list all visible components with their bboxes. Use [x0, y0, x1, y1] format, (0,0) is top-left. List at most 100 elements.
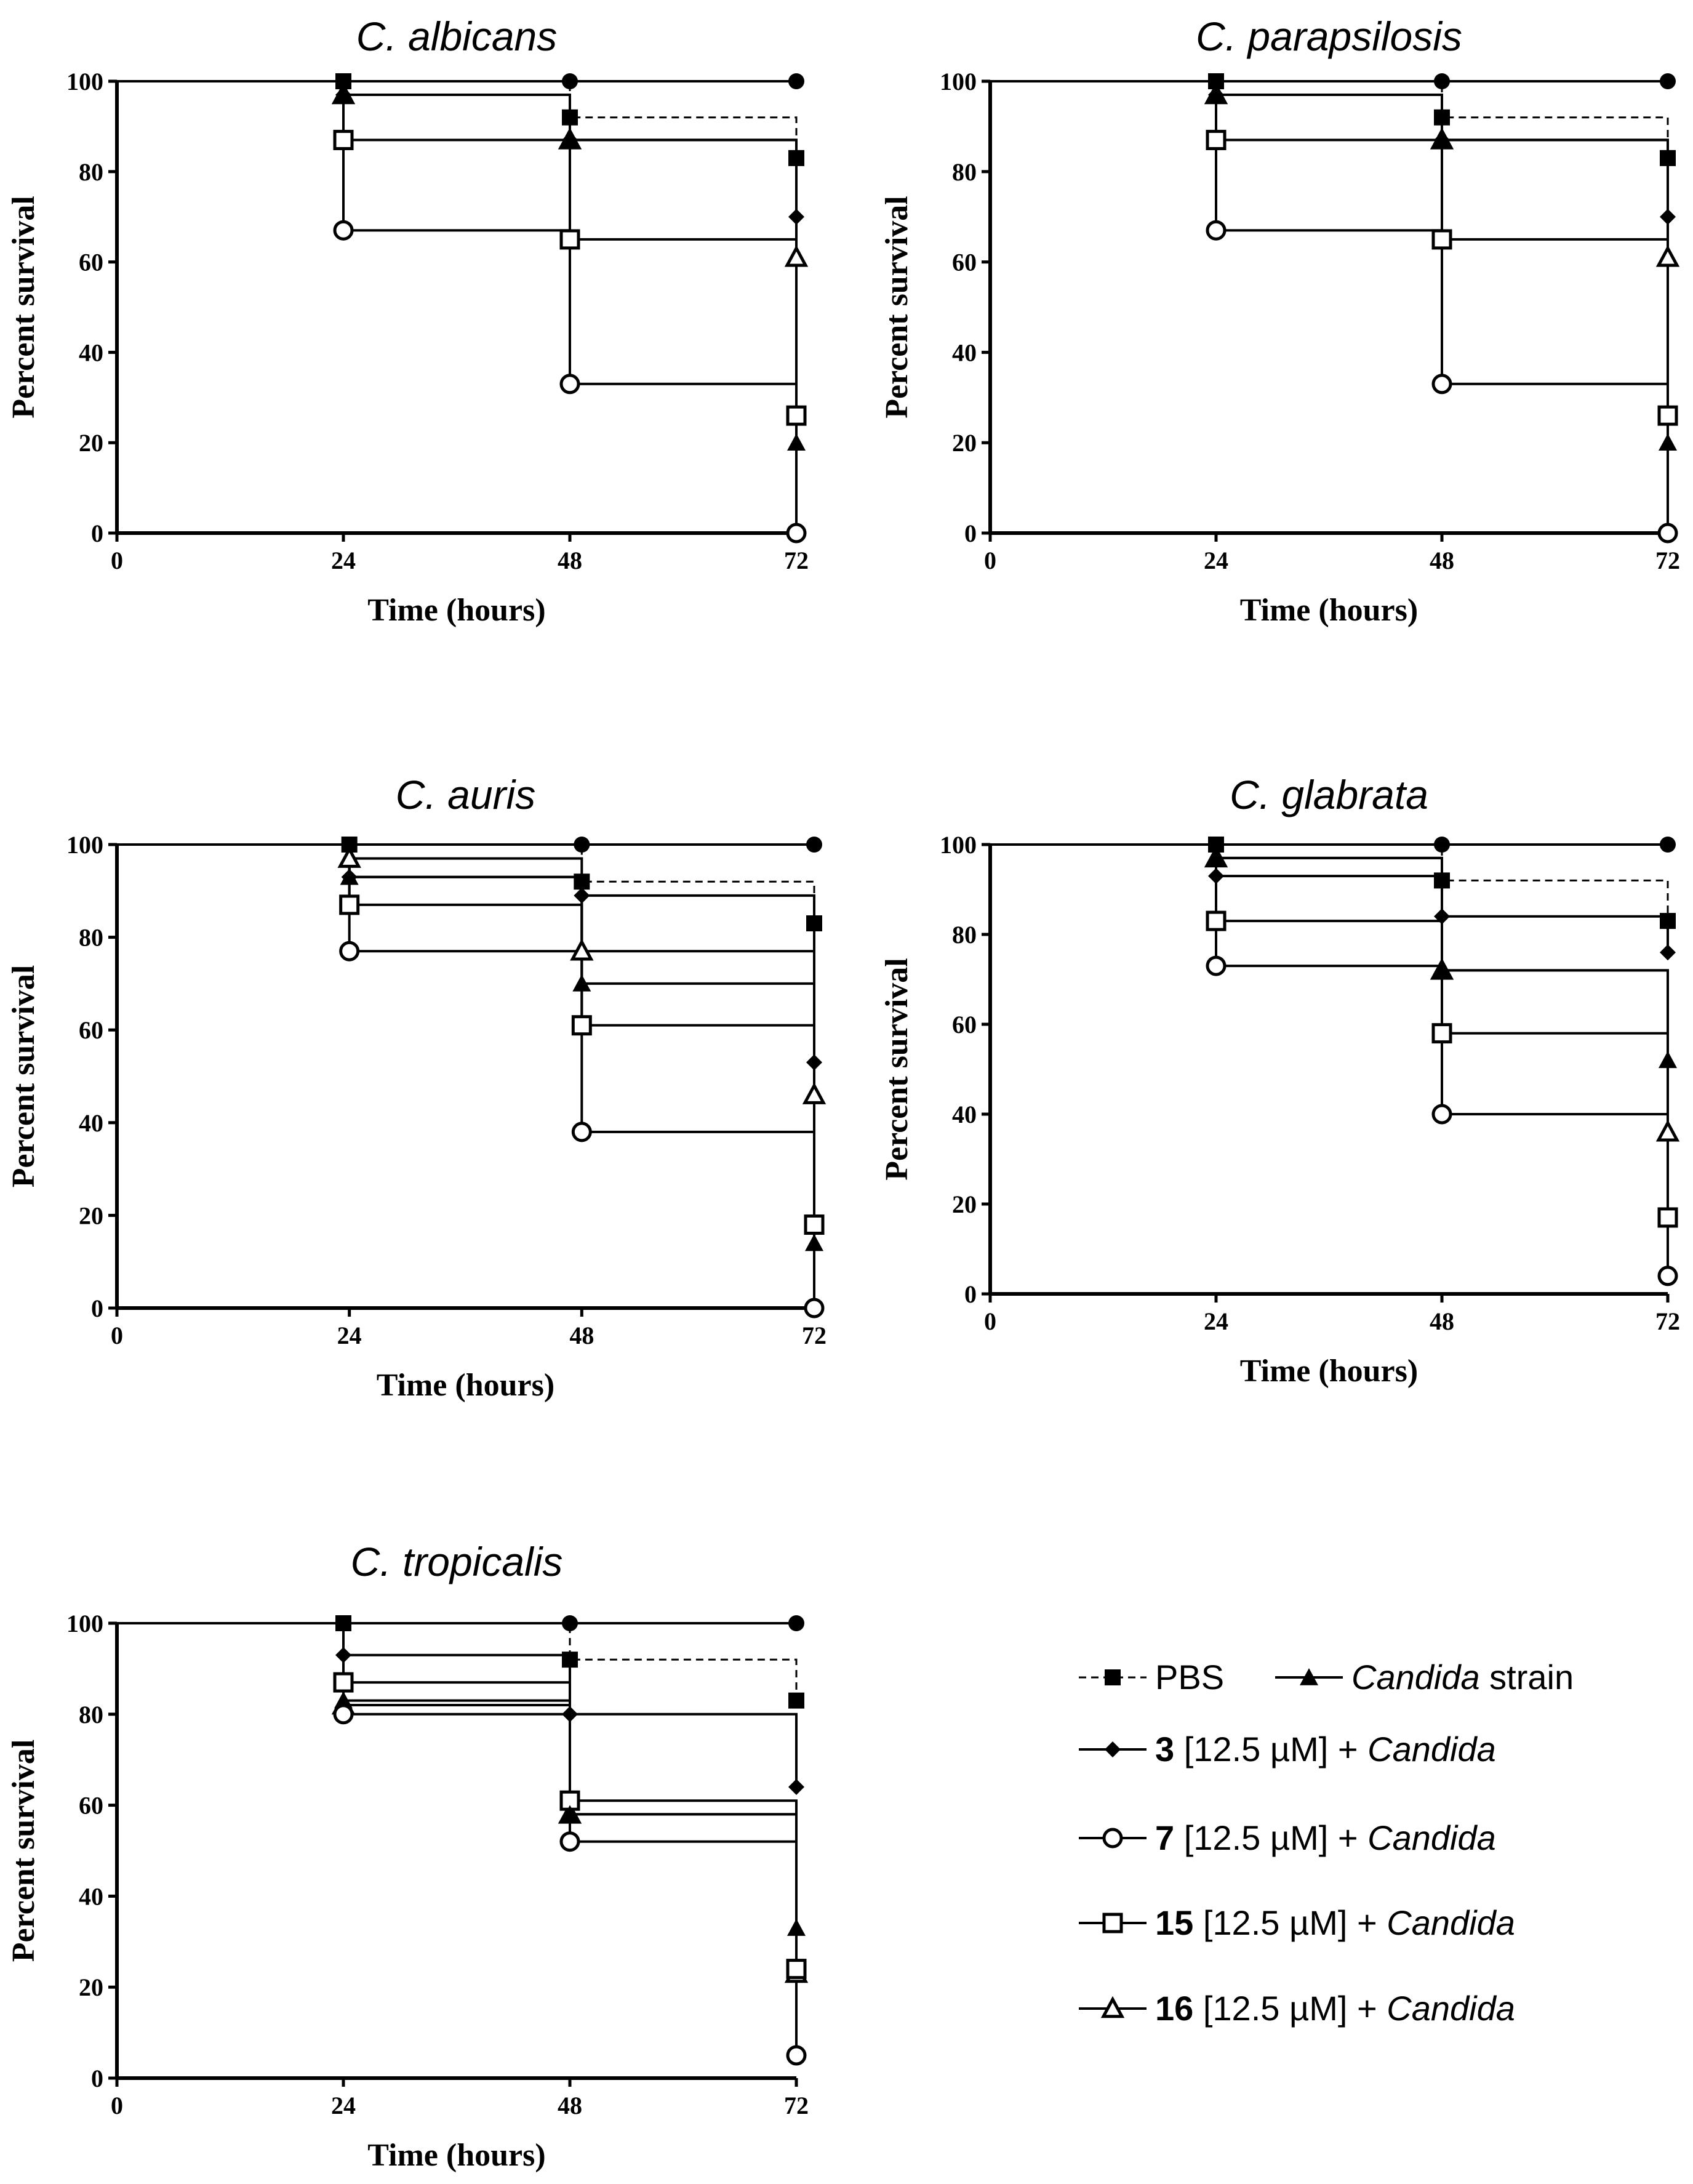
y-axis-label: Percent survival: [6, 196, 41, 419]
data-point-ctrl: [806, 837, 822, 853]
data-point-c3: [788, 1779, 804, 1796]
data-point-pbs: [788, 1692, 804, 1709]
x-tick-label: 0: [111, 2092, 123, 2119]
data-point-c7: [1657, 523, 1678, 544]
data-point-pbs: [574, 873, 590, 890]
legend-text-part: 16: [1155, 1989, 1193, 2028]
data-point-c7: [339, 941, 360, 962]
legend-text-part: Candida: [1387, 1989, 1515, 2028]
data-point-c16: [1655, 245, 1680, 267]
y-tick-label: 100: [66, 1610, 103, 1637]
data-point-ctrl: [562, 1615, 578, 1631]
x-tick-label: 24: [331, 547, 356, 574]
legend-text-part: Candida: [1351, 1658, 1480, 1696]
x-tick-label: 48: [1430, 1307, 1454, 1335]
y-tick-label: 60: [952, 249, 977, 276]
y-tick-label: 20: [79, 429, 103, 457]
data-point-c7: [1206, 955, 1227, 976]
data-point-pbs: [562, 1652, 578, 1668]
data-point-pbs: [1660, 150, 1676, 166]
legend-text-part: [12.5 µM] +: [1193, 1903, 1387, 1942]
data-point-candida: [561, 130, 579, 148]
legend-marker-pbs: [1105, 1669, 1121, 1685]
x-tick-label: 48: [558, 547, 582, 574]
data-point-ctrl: [1434, 837, 1450, 853]
legend-text-part: [12.5 µM] +: [1174, 1730, 1367, 1768]
data-point-c15: [1431, 229, 1452, 250]
x-axis-label: Time (hours): [1240, 1354, 1418, 1389]
data-point-c7: [1431, 374, 1452, 395]
data-point-candida: [1207, 848, 1225, 866]
data-point-candida: [572, 974, 591, 992]
y-tick-label: 20: [79, 1202, 103, 1229]
data-point-c3: [1208, 868, 1224, 885]
y-tick-label: 20: [79, 1973, 103, 2001]
data-point-c15: [559, 229, 580, 250]
y-tick-label: 40: [79, 1109, 103, 1137]
panel-title: C. tropicalis: [351, 1539, 563, 1584]
data-point-c15: [786, 1959, 807, 1980]
data-point-c7: [786, 2045, 807, 2066]
data-point-c7: [559, 374, 580, 395]
data-point-c7: [559, 1831, 580, 1852]
x-tick-label: 48: [569, 1322, 594, 1349]
data-point-candida: [787, 433, 806, 451]
legend-marker-candida: [1300, 1668, 1318, 1685]
data-point-candida: [787, 1919, 806, 1936]
panel-0: C. albicans 0 20 40 60 80 100 0 24 48 72 Time (hour…: [6, 14, 809, 628]
data-point-ctrl: [788, 73, 804, 89]
legend-label-pbs: PBS: [1155, 1658, 1224, 1696]
data-point-pbs: [1660, 913, 1676, 929]
y-tick-label: 0: [964, 1280, 977, 1308]
data-point-pbs: [806, 915, 822, 932]
data-point-c3: [574, 887, 590, 904]
legend-text-part: Candida: [1367, 1818, 1496, 1857]
legend-text-part: Candida: [1387, 1903, 1515, 1942]
x-tick-label: 72: [784, 547, 809, 574]
data-point-pbs: [1434, 872, 1450, 889]
x-tick-label: 72: [1655, 1307, 1680, 1335]
data-point-c7: [333, 220, 354, 241]
y-tick-label: 80: [952, 921, 977, 949]
y-tick-label: 20: [952, 429, 977, 457]
data-point-c7: [804, 1298, 825, 1319]
data-point-c15: [339, 894, 360, 915]
data-point-candida: [1659, 1051, 1677, 1069]
y-tick-label: 100: [66, 831, 103, 859]
data-point-candida: [1433, 961, 1451, 979]
x-tick-label: 24: [331, 2092, 356, 2119]
data-point-c15: [1657, 1207, 1678, 1228]
legend-marker-c7: [1102, 1828, 1123, 1849]
panel-title: C. glabrata: [1230, 772, 1428, 817]
panel-title: C. albicans: [356, 14, 558, 59]
data-point-c15: [333, 129, 354, 150]
x-tick-label: 48: [1430, 547, 1454, 574]
legend-text-part: [12.5 µM] +: [1193, 1989, 1387, 2028]
legend-text-part: Candida: [1367, 1730, 1496, 1768]
data-point-c15: [1657, 405, 1678, 426]
y-tick-label: 0: [964, 520, 977, 547]
data-point-candida: [340, 867, 359, 885]
x-axis-label: Time (hours): [367, 2138, 545, 2173]
data-point-c16: [1655, 1119, 1680, 1142]
y-tick-label: 40: [952, 1101, 977, 1128]
x-tick-label: 48: [558, 2092, 582, 2119]
y-axis-label: Percent survival: [6, 1740, 41, 1962]
x-tick-label: 0: [111, 1322, 123, 1349]
y-tick-label: 100: [66, 68, 103, 95]
data-point-c7: [1206, 220, 1227, 241]
data-point-c7: [1657, 1266, 1678, 1287]
legend-marker-c16: [1100, 1996, 1125, 2018]
data-point-c16: [784, 245, 809, 267]
data-point-ctrl: [788, 1615, 804, 1631]
data-point-ctrl: [1660, 837, 1676, 853]
data-point-c3: [1660, 944, 1676, 961]
x-tick-label: 72: [802, 1322, 826, 1349]
data-point-c7: [1431, 1104, 1452, 1125]
y-axis-label: Percent survival: [879, 958, 915, 1181]
data-point-candida: [334, 1691, 353, 1709]
legend-text-part: strain: [1480, 1658, 1574, 1696]
legend-marker-c15: [1102, 1913, 1123, 1933]
y-tick-label: 60: [79, 1792, 103, 1820]
x-tick-label: 0: [984, 547, 996, 574]
